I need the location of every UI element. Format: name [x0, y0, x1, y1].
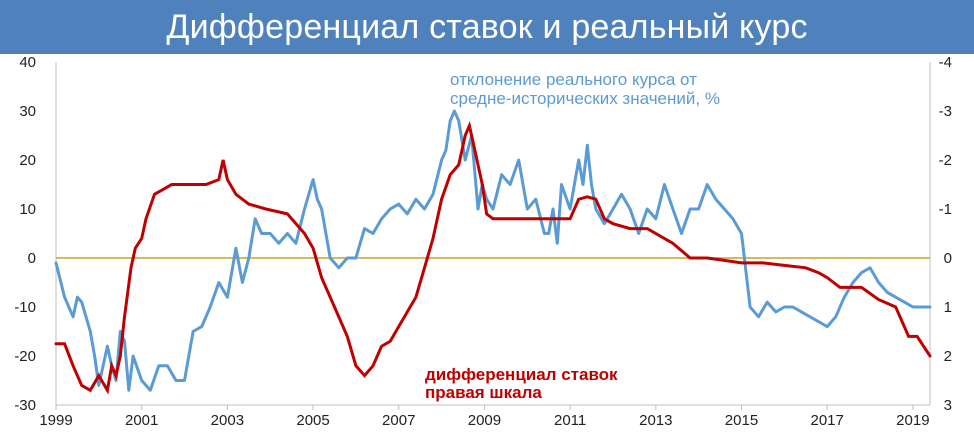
- red-series-annotation-line2: правая шкала: [425, 383, 542, 402]
- y-right-tick-label: 0: [944, 250, 952, 267]
- y-left-tick-label: -20: [14, 348, 36, 365]
- rate-differential-line: [54, 120, 932, 395]
- x-tick-label: 2015: [725, 412, 758, 429]
- red-series-annotation-line1: дифференциал ставок: [425, 365, 618, 384]
- x-tick-label: 2011: [554, 412, 586, 429]
- plot-area: [54, 109, 932, 395]
- x-tick-label: 2017: [810, 412, 843, 429]
- x-tick-label: 2001: [125, 412, 158, 429]
- y-left-tick-label: 30: [19, 103, 36, 120]
- y-left-tick-label: 20: [19, 152, 36, 169]
- y-right-tick-label: 2: [944, 348, 952, 365]
- real-exchange-rate-line: [54, 109, 932, 392]
- y-left-tick-label: 0: [28, 250, 36, 267]
- x-tick-label: 2009: [468, 412, 501, 429]
- y-right-tick-label: -2: [939, 152, 952, 169]
- y-left-tick-label: -30: [14, 397, 36, 414]
- y-left-tick-label: -10: [14, 299, 36, 316]
- y-right-tick-label: -3: [939, 103, 952, 120]
- blue-series-annotation-line1: отклонение реального курса от: [450, 70, 697, 89]
- annotations-group: отклонение реального курса от средне-ист…: [425, 70, 720, 402]
- y-right-tick-label: 3: [944, 397, 952, 414]
- chart-title: Дифференциал ставок и реальный курс: [0, 0, 974, 54]
- blue-series-annotation-line2: средне-исторических значений, %: [450, 89, 720, 108]
- x-tick-label: 2013: [639, 412, 672, 429]
- x-tick-label: 2019: [896, 412, 929, 429]
- y-right-tick-label: 1: [944, 299, 952, 316]
- x-tick-label: 2007: [382, 412, 415, 429]
- x-tick-label: 2003: [211, 412, 244, 429]
- y-left-tick-label: 40: [19, 54, 36, 71]
- x-tick-label: 2005: [296, 412, 329, 429]
- y-left-tick-label: 10: [19, 201, 36, 218]
- y-right-tick-label: -1: [939, 201, 952, 218]
- y-right-tick-label: -4: [939, 54, 952, 71]
- x-tick-label: 1999: [39, 412, 72, 429]
